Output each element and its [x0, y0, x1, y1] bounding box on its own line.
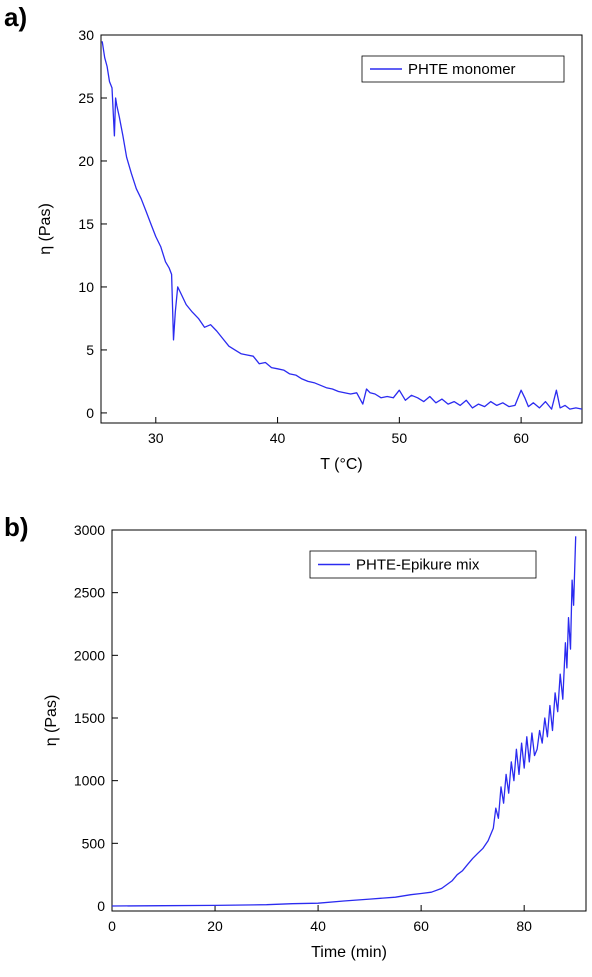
chart-b-ytick-label: 1500: [74, 710, 105, 726]
chart-b-xtick-label: 40: [310, 918, 326, 934]
chart-monomer-viscosity: 30 40 50 60 0 5 10 15 20 25 30 T (°C) η (Pas) PHTE mo…: [37, 27, 583, 473]
chart-a-xtick-label: 30: [148, 430, 164, 446]
chart-a-legend-label: PHTE monomer: [408, 61, 516, 78]
chart-a-y-axis-title: η (Pas): [37, 203, 54, 255]
chart-a-ytick-label: 0: [86, 405, 94, 421]
chart-b-ytick-label: 500: [82, 835, 106, 851]
chart-b-xtick-label: 60: [413, 918, 429, 934]
chart-b-ytick-label: 3000: [74, 522, 105, 538]
chart-b-plot-frame: [111, 529, 587, 912]
chart-a-plot-frame: [100, 34, 583, 424]
chart-a-ytick-label: 20: [78, 153, 94, 169]
chart-b-y-axis-title: η (Pas): [43, 695, 60, 747]
chart-b-series-line: [111, 536, 577, 907]
chart-b-xtick-label: 80: [516, 918, 532, 934]
chart-mix-viscosity: 0 20 40 60 80 0 500 1000 1500 2000 2500 3000 Time (m…: [43, 522, 587, 961]
chart-b-ytick-label: 2500: [74, 585, 105, 601]
chart-a-ytick-label: 10: [78, 279, 94, 295]
chart-a-ytick-label: 5: [86, 342, 94, 358]
chart-a-xtick-label: 40: [270, 430, 286, 446]
chart-b-x-axis-title: Time (min): [311, 944, 387, 961]
chart-a-series-line: [101, 41, 583, 410]
chart-b-xtick-label: 20: [207, 918, 223, 934]
chart-a-ytick-label: 25: [78, 90, 94, 106]
chart-b-legend-label: PHTE-Epikure mix: [356, 557, 480, 574]
chart-a-xtick-label: 60: [513, 430, 529, 446]
chart-a-xtick-label: 50: [392, 430, 408, 446]
chart-a-x-axis-title: T (°C): [320, 456, 363, 473]
chart-b-ytick-label: 0: [97, 898, 105, 914]
chart-b-xtick-label: 0: [108, 918, 116, 934]
panel-label-a: a): [4, 2, 28, 32]
chart-a-ytick-label: 15: [78, 216, 94, 232]
chart-b-ytick-label: 2000: [74, 647, 105, 663]
chart-b-ytick-label: 1000: [74, 773, 105, 789]
panel-label-b: b): [4, 512, 29, 542]
chart-a-ytick-label: 30: [78, 27, 94, 43]
